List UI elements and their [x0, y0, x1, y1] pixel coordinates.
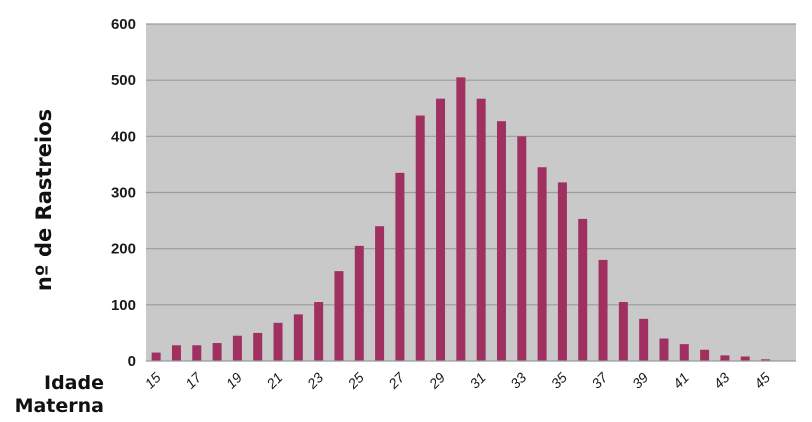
x-tick-label: 35	[548, 369, 570, 391]
x-tick-label: 43	[710, 369, 732, 391]
y-tick-label: 0	[128, 353, 136, 370]
x-tick-label: 33	[507, 369, 529, 391]
bar	[761, 359, 771, 361]
bar	[334, 271, 344, 361]
bar	[679, 344, 689, 361]
y-tick-label: 300	[111, 185, 136, 202]
bar	[700, 349, 710, 361]
bar	[212, 343, 222, 361]
bar	[192, 345, 202, 361]
bar	[618, 302, 628, 361]
bar	[720, 355, 730, 361]
x-axis-title-line-2: Materna	[14, 395, 104, 417]
y-tick-label: 400	[111, 128, 136, 145]
x-tick-label: 25	[344, 369, 367, 392]
bar	[253, 332, 263, 361]
x-tick-label: 41	[670, 369, 692, 391]
bar	[151, 352, 161, 361]
x-tick-label: 31	[466, 369, 488, 391]
bar	[517, 136, 527, 361]
bar	[415, 115, 425, 361]
bar	[354, 245, 364, 361]
bar	[314, 302, 324, 361]
bar	[273, 322, 283, 361]
y-tick-label: 100	[111, 297, 136, 314]
x-tick-label: 23	[303, 369, 326, 392]
x-tick-label: 37	[588, 368, 611, 391]
y-tick-label: 600	[111, 16, 136, 33]
bar	[232, 335, 242, 361]
x-tick-label: 19	[223, 369, 245, 391]
x-axis-title: Idade Materna	[0, 372, 104, 418]
bar	[557, 182, 567, 361]
bar	[598, 259, 608, 361]
x-tick-label: 21	[263, 369, 286, 392]
x-tick-label: 45	[751, 369, 773, 391]
y-tick-label: 200	[111, 241, 136, 258]
x-tick-label: 17	[182, 368, 205, 391]
bar	[578, 218, 588, 361]
bar	[456, 77, 466, 361]
bar	[375, 226, 385, 361]
x-tick-label: 29	[425, 369, 448, 392]
bar	[537, 167, 547, 361]
bar	[476, 98, 486, 362]
bar	[171, 345, 181, 361]
bar	[740, 356, 750, 361]
bar	[639, 318, 649, 361]
y-axis-title: nº de Rastreios	[32, 108, 57, 292]
y-tick-label: 500	[111, 72, 136, 89]
bar	[659, 338, 669, 361]
x-axis-title-line-1: Idade	[44, 372, 104, 394]
bar	[496, 121, 506, 361]
y-axis-title-box: nº de Rastreios	[24, 40, 64, 360]
x-tick-label: 15	[141, 369, 163, 391]
x-tick-label: 39	[629, 369, 651, 391]
bar	[293, 314, 303, 361]
x-tick-label: 27	[384, 368, 408, 392]
bar	[395, 172, 405, 361]
bar	[436, 98, 446, 362]
